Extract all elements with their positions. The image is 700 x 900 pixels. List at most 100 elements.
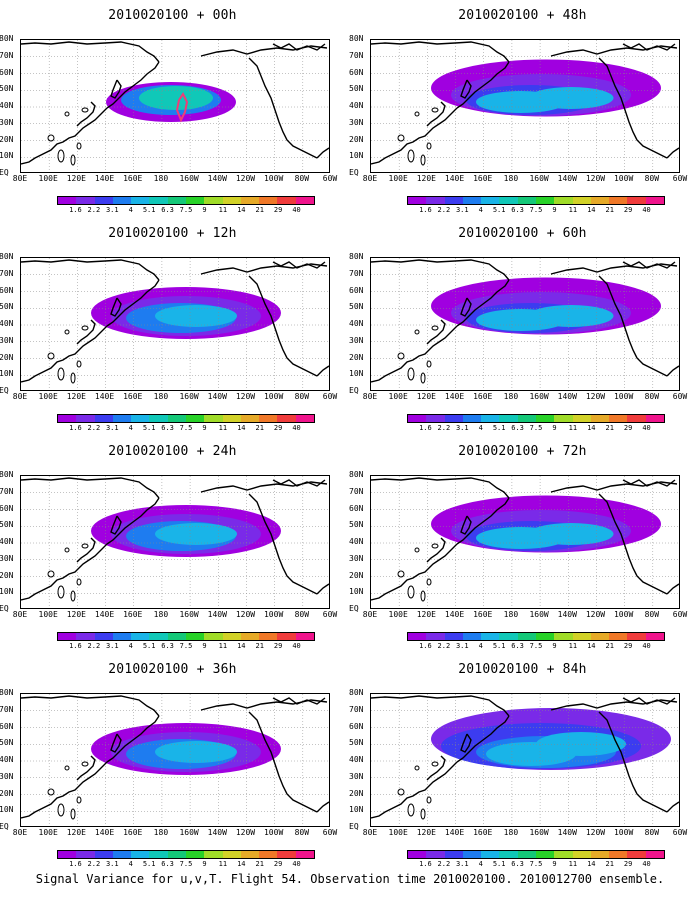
coastline — [248, 711, 318, 813]
coastline — [248, 275, 318, 377]
colorbar-swatch — [204, 197, 223, 204]
longitude-label: 180 — [153, 828, 169, 837]
longitude-label: 80W — [644, 828, 660, 837]
longitude-label: 160W — [179, 174, 199, 183]
colorbar-label: 29 — [623, 206, 633, 214]
longitude-label: 140W — [207, 828, 227, 837]
coastline — [622, 697, 676, 705]
colorbar-label: 11 — [568, 642, 578, 650]
coastline — [598, 275, 668, 377]
colorbar-label: 14 — [237, 860, 246, 868]
longitude-label: 120E — [416, 610, 436, 619]
colorbar-label: 40 — [642, 424, 651, 432]
longitude-label: 60W — [322, 828, 338, 837]
coastline — [426, 101, 446, 127]
map-area — [370, 475, 680, 609]
colorbar-swatch — [535, 851, 555, 858]
latitude-label: EQ — [349, 168, 359, 177]
latitude-label: EQ — [0, 386, 9, 395]
longitude-label: 180 — [503, 174, 519, 183]
island — [407, 585, 415, 599]
coastline — [248, 57, 318, 159]
map-plot — [371, 40, 679, 172]
colorbar-label: 9 — [552, 206, 557, 214]
longitude-label: 80E — [362, 828, 378, 837]
island — [426, 142, 432, 150]
coastline — [456, 279, 510, 327]
island — [70, 372, 76, 384]
coastline — [371, 477, 510, 499]
colorbar-label: 11 — [218, 206, 228, 214]
coastline — [110, 79, 122, 99]
colorbar-label: 5.1 — [142, 642, 156, 650]
coastline — [316, 801, 329, 813]
colorbar-label: 6.3 — [161, 424, 174, 432]
coastline — [21, 543, 108, 601]
colorbar-swatch — [535, 197, 555, 204]
island — [407, 149, 415, 163]
latitude-label: EQ — [0, 822, 9, 831]
colorbar-swatch — [609, 633, 628, 640]
colorbar-label: 2.2 — [87, 424, 101, 432]
latitude-label: 70N — [349, 50, 364, 60]
island — [64, 765, 70, 771]
latitude-label: 20N — [349, 570, 364, 580]
colorbar-swatch — [295, 415, 314, 422]
longitude-label: 100W — [263, 392, 284, 401]
longitude-label: 60W — [672, 610, 688, 619]
colorbar-swatch — [499, 415, 518, 422]
colorbar-swatch — [517, 851, 536, 858]
latitude-label: 70N — [0, 704, 14, 714]
panel-title: 2010020100 + 72h — [458, 444, 587, 459]
coastline — [110, 733, 122, 753]
longitude-label: 80W — [294, 828, 310, 837]
latitude-label: 30N — [0, 117, 14, 127]
latitude-label: 10N — [0, 587, 14, 597]
colorbar-swatch — [444, 415, 463, 422]
colorbar-swatch — [240, 197, 260, 204]
longitude-label: 60W — [322, 392, 338, 401]
panel-title: 2010020100 + 00h — [108, 8, 237, 23]
latitude-label: 20N — [349, 134, 364, 144]
colorbar — [57, 196, 315, 205]
colorbar-label: 40 — [292, 860, 301, 868]
latitude-label: 60N — [0, 721, 14, 731]
coastline — [550, 481, 678, 493]
colorbar-swatch — [204, 415, 223, 422]
variance-contour — [155, 523, 237, 545]
island — [47, 788, 55, 796]
coastline — [21, 761, 108, 819]
colorbar-label: 9 — [552, 860, 557, 868]
longitude-label: 160E — [473, 174, 493, 183]
colorbar-swatch — [58, 197, 77, 204]
colorbar-label: 11 — [218, 642, 228, 650]
latitude-label: 20N — [0, 788, 14, 798]
colorbar-label: 5.1 — [142, 424, 156, 432]
colorbar-label: 4 — [128, 206, 133, 214]
coastline — [21, 325, 108, 383]
colorbar-swatch — [112, 633, 132, 640]
longitude-label: 80E — [362, 392, 378, 401]
latitude-label: 70N — [349, 486, 364, 496]
colorbar-swatch — [408, 197, 427, 204]
figure-caption: Signal Variance for u,v,T. Flight 54. Ob… — [35, 872, 665, 886]
longitude-label: 100E — [38, 174, 58, 183]
colorbar-swatch — [645, 633, 664, 640]
colorbar-swatch — [185, 197, 205, 204]
colorbar-label: 2.2 — [87, 860, 101, 868]
longitude-label: 140W — [207, 610, 227, 619]
island — [397, 788, 405, 796]
colorbar-label: 5.1 — [492, 424, 506, 432]
longitude-label: 100W — [613, 392, 634, 401]
island — [414, 547, 420, 553]
colorbar-label: 9 — [202, 642, 207, 650]
flight-track — [175, 92, 189, 123]
colorbar-label: 21 — [605, 642, 614, 650]
colorbar-swatch — [481, 633, 500, 640]
colorbar-label: 7.5 — [529, 860, 543, 868]
longitude-label: 100W — [613, 828, 634, 837]
colorbar-label: 3.1 — [455, 424, 469, 432]
colorbar — [407, 632, 665, 641]
colorbar-swatch — [572, 197, 591, 204]
coastline — [666, 801, 679, 813]
